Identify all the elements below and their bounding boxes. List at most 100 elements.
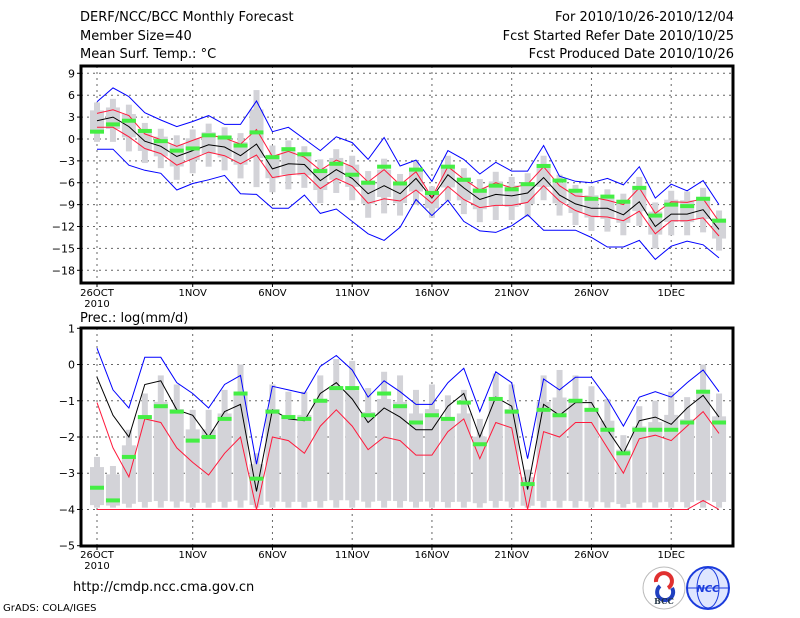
prec-box xyxy=(409,413,423,502)
prec-panel-title: Prec.: log(mm/d) xyxy=(80,311,188,326)
temp-box xyxy=(680,200,695,223)
prec-ytick-label: −4 xyxy=(59,503,75,516)
prec-ytick-label: −2 xyxy=(59,431,75,444)
temp-observed-marker xyxy=(648,213,663,218)
prec-observed-marker xyxy=(153,404,168,409)
prec-box xyxy=(552,397,567,501)
member-size: Member Size=40 xyxy=(80,29,192,44)
prec-observed-marker xyxy=(696,389,711,394)
prec-observed-marker xyxy=(424,413,439,418)
prec-box xyxy=(169,409,184,502)
temp-observed-marker xyxy=(185,146,200,151)
temp-observed-marker xyxy=(297,152,312,157)
prec-box xyxy=(361,411,376,502)
prec-box xyxy=(664,414,679,502)
temp-box xyxy=(712,218,727,239)
temp-observed-marker xyxy=(105,122,120,127)
temp-observed-marker xyxy=(121,118,136,123)
temp-observed-marker xyxy=(409,167,423,172)
temp-ytick-label: 3 xyxy=(68,111,75,124)
source-url[interactable]: http://cmdp.ncc.cma.gov.cn xyxy=(73,580,255,595)
temp-observed-marker xyxy=(249,130,264,135)
temp-observed-marker xyxy=(233,143,248,148)
temp-observed-marker xyxy=(329,161,344,166)
prec-box xyxy=(520,477,535,506)
temp-observed-marker xyxy=(568,188,583,193)
chart-title: DERF/NCC/BCC Monthly Forecast xyxy=(80,10,294,25)
temp-ytick-label: 9 xyxy=(68,67,75,80)
prec-box xyxy=(712,416,727,502)
temp-observed-marker xyxy=(680,204,695,209)
prec-box xyxy=(536,401,551,502)
temp-ytick-label: −15 xyxy=(52,242,75,255)
temp-ytick-label: 6 xyxy=(68,89,75,102)
temp-xtick-label: 11NOV xyxy=(335,288,370,299)
temp-line-mean xyxy=(96,116,720,230)
temp-box xyxy=(440,164,455,188)
prec-observed-marker xyxy=(632,427,647,432)
temp-observed-marker xyxy=(153,139,168,144)
prec-box xyxy=(249,464,264,505)
prec-observed-marker xyxy=(440,416,455,421)
prec-box xyxy=(488,400,503,501)
temp-observed-marker xyxy=(90,129,104,134)
prec-line-min xyxy=(97,499,720,510)
prec-box xyxy=(201,429,216,503)
prec-ytick-label: −1 xyxy=(59,395,75,408)
prec-box xyxy=(456,413,471,502)
forecast-period: For 2010/10/26-2010/12/04 xyxy=(555,10,734,25)
temp-ytick-label: −3 xyxy=(59,155,75,168)
temp-observed-marker xyxy=(536,163,551,168)
temp-line-max xyxy=(96,87,720,205)
temp-xtick-label: 1DEC xyxy=(658,288,685,299)
temp-year-label: 2010 xyxy=(84,299,109,310)
temp-observed-marker xyxy=(584,196,599,201)
prec-ytick-label: −3 xyxy=(59,467,75,480)
prec-box xyxy=(297,414,312,502)
temp-box xyxy=(584,195,599,218)
temp-ytick-label: 0 xyxy=(68,133,75,146)
prec-ytick-label: 1 xyxy=(68,322,75,335)
temp-xtick-label: 16NOV xyxy=(415,288,450,299)
prec-box xyxy=(616,449,631,505)
prec-observed-marker xyxy=(329,386,344,391)
prec-observed-marker xyxy=(584,407,599,412)
prec-box xyxy=(185,429,200,503)
temp-observed-marker xyxy=(345,172,360,177)
prec-xtick-label: 11NOV xyxy=(335,550,370,561)
temp-box xyxy=(616,202,631,223)
prec-observed-marker xyxy=(504,409,519,414)
temp-observed-marker xyxy=(632,185,647,190)
temp-ytick-label: −6 xyxy=(59,177,75,190)
prec-observed-marker xyxy=(488,396,503,401)
temp-observed-marker xyxy=(393,181,408,186)
temp-box xyxy=(456,177,471,201)
temp-plot-frame xyxy=(79,64,735,285)
temp-observed-marker xyxy=(600,194,615,199)
prec-box xyxy=(137,416,152,502)
temp-observed-marker xyxy=(696,196,711,201)
temp-observed-marker xyxy=(472,188,487,193)
forecast-start-date: Fcst Started Refer Date 2010/10/25 xyxy=(502,29,734,44)
prec-observed-marker xyxy=(648,427,663,432)
temp-observed-marker xyxy=(488,183,503,188)
prec-box xyxy=(648,422,663,503)
temp-observed-marker xyxy=(313,169,328,174)
temp-observed-marker xyxy=(361,180,376,185)
prec-observed-marker xyxy=(600,427,615,432)
temp-observed-marker xyxy=(265,155,280,160)
prec-observed-marker xyxy=(105,498,120,503)
prec-box xyxy=(377,398,392,501)
temp-observed-marker xyxy=(520,182,535,187)
prec-observed-marker xyxy=(233,391,248,396)
prec-box xyxy=(105,474,120,506)
temp-line-upper_spread xyxy=(96,109,720,222)
prec-observed-marker xyxy=(217,416,232,421)
temp-observed-marker xyxy=(201,133,216,138)
temp-observed-marker xyxy=(217,135,232,140)
prec-observed-marker xyxy=(345,386,360,391)
prec-observed-marker xyxy=(361,413,376,418)
temp-observed-marker xyxy=(169,148,184,153)
temp-xtick-label: 26OCT xyxy=(80,288,115,299)
prec-ytick-label: 0 xyxy=(68,359,75,372)
